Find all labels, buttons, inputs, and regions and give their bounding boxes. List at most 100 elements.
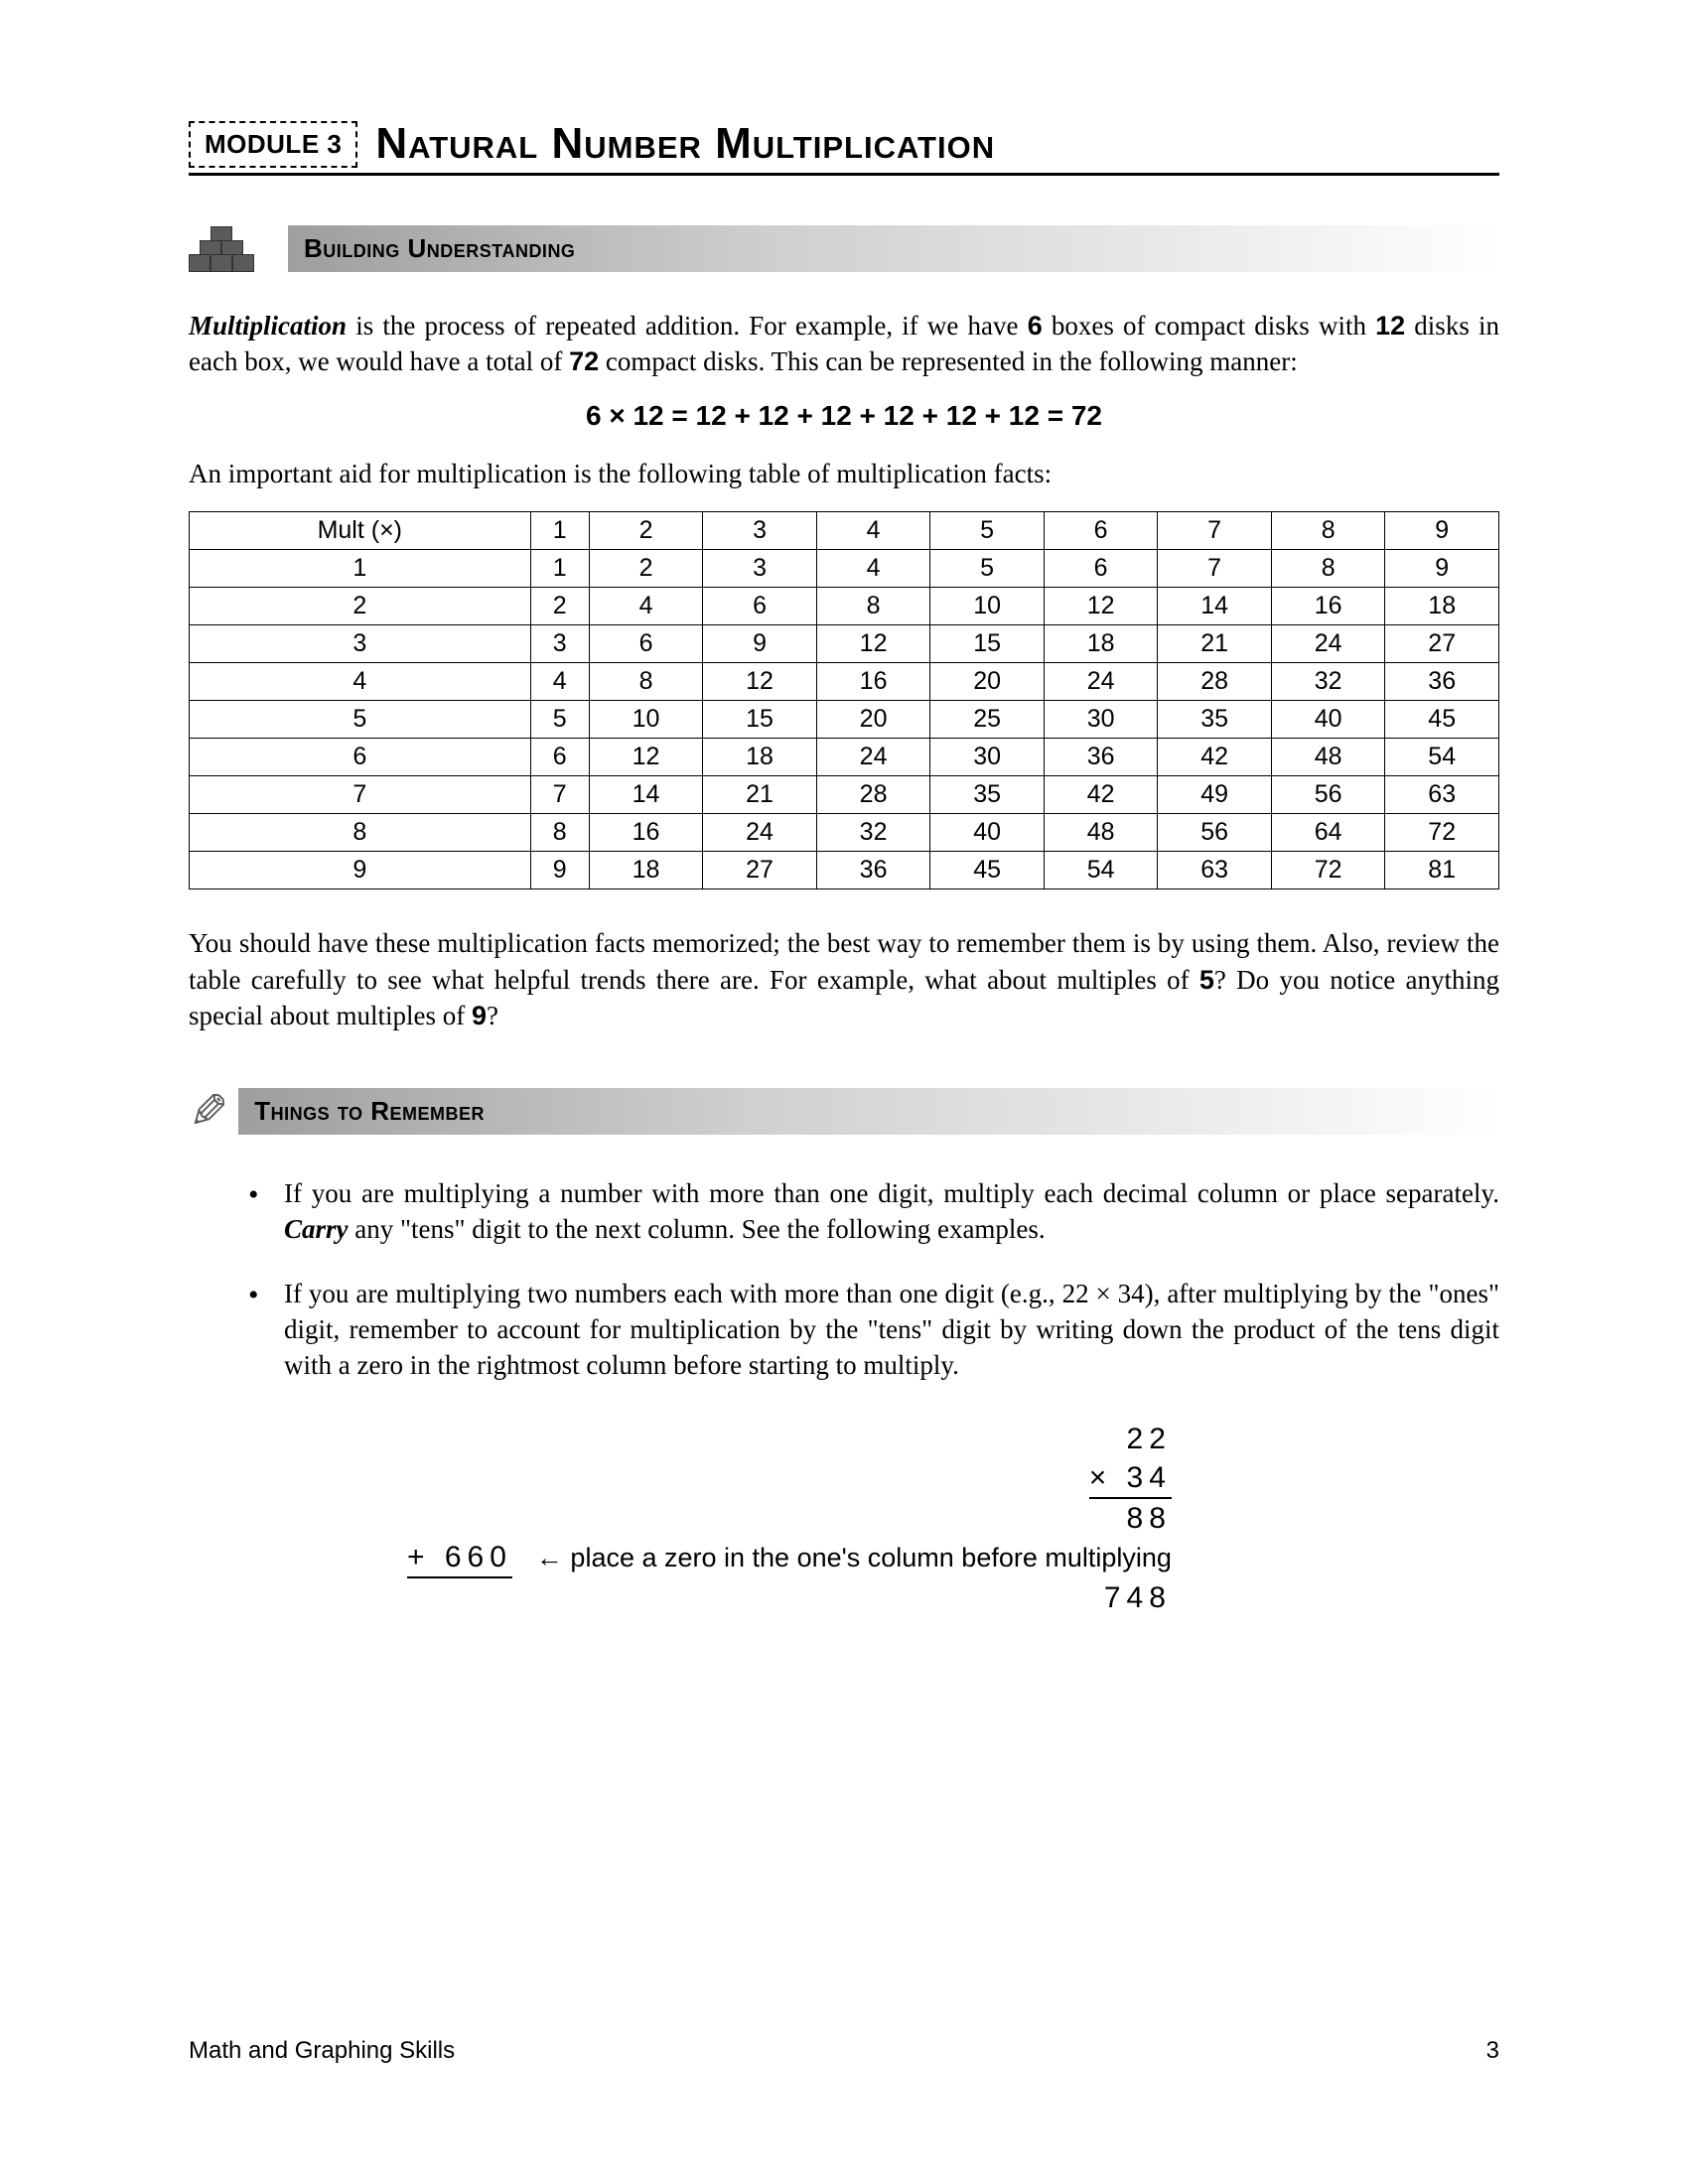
table-cell: 45 bbox=[1385, 701, 1499, 739]
table-cell: 30 bbox=[1044, 701, 1158, 739]
table-cell: 2 bbox=[190, 588, 531, 625]
table-cell: 5 bbox=[190, 701, 531, 739]
table-cell: 9 bbox=[703, 625, 817, 663]
table-cell: 32 bbox=[816, 814, 930, 852]
table-cell: 24 bbox=[816, 739, 930, 776]
table-cell: 8 bbox=[589, 663, 703, 701]
table-cell: 28 bbox=[816, 776, 930, 814]
table-header-cell: 5 bbox=[930, 512, 1045, 550]
table-cell: 9 bbox=[1385, 550, 1499, 588]
notebook-icon: ✎ bbox=[189, 1084, 228, 1140]
table-cell: 5 bbox=[930, 550, 1045, 588]
table-cell: 8 bbox=[1271, 550, 1385, 588]
table-cell: 36 bbox=[816, 852, 930, 889]
table-cell: 54 bbox=[1044, 852, 1158, 889]
table-cell: 24 bbox=[703, 814, 817, 852]
table-cell: 6 bbox=[703, 588, 817, 625]
table-cell: 15 bbox=[930, 625, 1045, 663]
section-things-to-remember: ✎ Things to Remember bbox=[189, 1084, 1499, 1140]
table-cell: 16 bbox=[816, 663, 930, 701]
table-cell: 20 bbox=[816, 701, 930, 739]
table-cell: 27 bbox=[1385, 625, 1499, 663]
table-cell: 6 bbox=[1044, 550, 1158, 588]
table-cell: 48 bbox=[1044, 814, 1158, 852]
table-cell: 16 bbox=[589, 814, 703, 852]
table-row: 44812162024283236 bbox=[190, 663, 1499, 701]
table-row: 661218243036424854 bbox=[190, 739, 1499, 776]
table-cell: 36 bbox=[1385, 663, 1499, 701]
table-header-cell: 2 bbox=[589, 512, 703, 550]
table-cell: 14 bbox=[589, 776, 703, 814]
table-cell: 48 bbox=[1271, 739, 1385, 776]
table-row: 771421283542495663 bbox=[190, 776, 1499, 814]
table-cell: 9 bbox=[190, 852, 531, 889]
table-cell: 72 bbox=[1271, 852, 1385, 889]
table-cell: 4 bbox=[530, 663, 589, 701]
table-cell: 25 bbox=[930, 701, 1045, 739]
page-header: MODULE 3 Natural Number Multiplication bbox=[189, 119, 1499, 176]
table-cell: 2 bbox=[530, 588, 589, 625]
table-cell: 18 bbox=[703, 739, 817, 776]
worked-example: 22 × 34 88 + 660← place a zero in the on… bbox=[407, 1420, 1499, 1617]
remember-list: If you are multiplying a number with mor… bbox=[189, 1175, 1499, 1384]
table-header-cell: 7 bbox=[1158, 512, 1272, 550]
table-cell: 36 bbox=[1044, 739, 1158, 776]
table-cell: 21 bbox=[703, 776, 817, 814]
table-header-cell: 8 bbox=[1271, 512, 1385, 550]
multiplication-table: Mult (×)123456789 1123456789224681012141… bbox=[189, 511, 1499, 889]
table-cell: 7 bbox=[190, 776, 531, 814]
table-row: 881624324048566472 bbox=[190, 814, 1499, 852]
list-item: If you are multiplying a number with mor… bbox=[248, 1175, 1499, 1248]
table-cell: 40 bbox=[930, 814, 1045, 852]
table-cell: 5 bbox=[530, 701, 589, 739]
table-cell: 28 bbox=[1158, 663, 1272, 701]
intro-paragraph: Multiplication is the process of repeate… bbox=[189, 308, 1499, 380]
table-cell: 7 bbox=[1158, 550, 1272, 588]
table-cell: 8 bbox=[530, 814, 589, 852]
table-cell: 72 bbox=[1385, 814, 1499, 852]
list-item: If you are multiplying two numbers each … bbox=[248, 1276, 1499, 1384]
table-cell: 21 bbox=[1158, 625, 1272, 663]
section-heading: Things to Remember bbox=[238, 1088, 1499, 1135]
table-header-cell: 6 bbox=[1044, 512, 1158, 550]
table-cell: 10 bbox=[589, 701, 703, 739]
table-cell: 12 bbox=[816, 625, 930, 663]
table-cell: 42 bbox=[1158, 739, 1272, 776]
blocks-icon bbox=[189, 226, 276, 272]
table-cell: 6 bbox=[589, 625, 703, 663]
table-cell: 3 bbox=[530, 625, 589, 663]
page-footer: Math and Graphing Skills 3 bbox=[189, 2037, 1499, 2065]
table-cell: 15 bbox=[703, 701, 817, 739]
table-cell: 4 bbox=[190, 663, 531, 701]
table-cell: 63 bbox=[1158, 852, 1272, 889]
table-row: 3369121518212427 bbox=[190, 625, 1499, 663]
equation: 6 × 12 = 12 + 12 + 12 + 12 + 12 + 12 = 7… bbox=[189, 400, 1499, 432]
table-cell: 40 bbox=[1271, 701, 1385, 739]
table-cell: 32 bbox=[1271, 663, 1385, 701]
table-intro: An important aid for multiplication is t… bbox=[189, 456, 1499, 491]
table-cell: 8 bbox=[816, 588, 930, 625]
table-cell: 18 bbox=[589, 852, 703, 889]
footer-left: Math and Graphing Skills bbox=[189, 2037, 455, 2065]
table-cell: 45 bbox=[930, 852, 1045, 889]
table-cell: 35 bbox=[930, 776, 1045, 814]
table-header-cell: Mult (×) bbox=[190, 512, 531, 550]
module-badge: MODULE 3 bbox=[189, 121, 357, 168]
table-cell: 12 bbox=[703, 663, 817, 701]
table-cell: 3 bbox=[190, 625, 531, 663]
table-cell: 54 bbox=[1385, 739, 1499, 776]
table-row: 991827364554637281 bbox=[190, 852, 1499, 889]
section-heading: Building Understanding bbox=[288, 225, 1499, 272]
table-cell: 12 bbox=[1044, 588, 1158, 625]
table-cell: 7 bbox=[530, 776, 589, 814]
table-cell: 2 bbox=[589, 550, 703, 588]
table-cell: 9 bbox=[530, 852, 589, 889]
table-cell: 20 bbox=[930, 663, 1045, 701]
table-cell: 35 bbox=[1158, 701, 1272, 739]
table-cell: 8 bbox=[190, 814, 531, 852]
table-header-cell: 3 bbox=[703, 512, 817, 550]
table-cell: 49 bbox=[1158, 776, 1272, 814]
table-cell: 14 bbox=[1158, 588, 1272, 625]
table-cell: 42 bbox=[1044, 776, 1158, 814]
table-cell: 18 bbox=[1385, 588, 1499, 625]
